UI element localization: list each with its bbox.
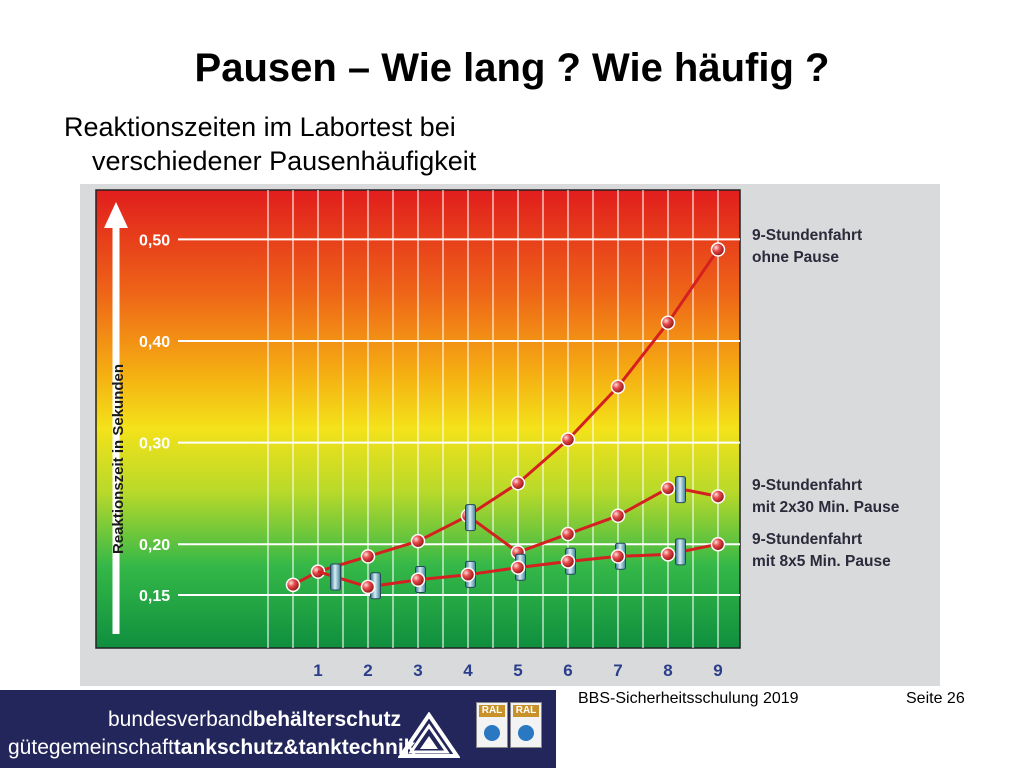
x-tick-label: 8 xyxy=(663,661,672,680)
series-label: mit 8x5 Min. Pause xyxy=(752,553,891,570)
data-point xyxy=(710,489,726,504)
x-tick-label: 3 xyxy=(413,661,422,680)
series-3 xyxy=(317,536,726,600)
ral-badge-2: RAL xyxy=(510,702,542,748)
data-point xyxy=(660,547,676,562)
series-label: 9-Stundenfahrt xyxy=(752,227,862,244)
data-point xyxy=(510,475,526,491)
data-point xyxy=(610,379,626,394)
chart-grid xyxy=(178,190,740,648)
x-tick-label: 7 xyxy=(613,661,622,680)
data-point xyxy=(610,508,626,524)
data-point xyxy=(560,526,576,542)
data-point xyxy=(410,533,426,549)
ral-seal-icon xyxy=(484,725,500,741)
org-name-line1: bundesverbandbehälterschutz xyxy=(108,708,401,732)
pause-marker xyxy=(675,476,686,504)
data-point xyxy=(560,432,576,447)
x-tick-label: 4 xyxy=(463,661,473,680)
ral-badge-1-label: RAL xyxy=(479,705,505,717)
y-tick-label: 0,30 xyxy=(139,436,170,453)
pause-marker xyxy=(675,538,686,566)
footer-page-number: Seite 26 xyxy=(906,690,965,707)
pause-marker xyxy=(465,504,476,532)
series-1 xyxy=(285,242,726,593)
data-point xyxy=(360,579,376,595)
series-2 xyxy=(465,476,726,560)
triangle-logo-icon xyxy=(398,712,460,758)
ral-seal-icon xyxy=(518,725,534,741)
data-point xyxy=(710,242,726,257)
org-line1-bold: behälterschutz xyxy=(252,708,401,731)
x-tick-label: 1 xyxy=(313,661,322,680)
series-label: ohne Pause xyxy=(752,249,839,266)
y-tick-label: 0,15 xyxy=(139,588,170,605)
x-tick-label: 5 xyxy=(513,661,522,680)
data-point xyxy=(360,549,376,564)
org-line2-bold: tankschutz&tanktechnik xyxy=(173,736,416,759)
data-point xyxy=(410,572,426,588)
ral-badge-1: RAL xyxy=(476,702,508,748)
x-tick-label: 9 xyxy=(713,661,722,680)
org-name-line2: gütegemeinschafttankschutz&tanktechnik xyxy=(8,736,415,760)
slide-title: Pausen – Wie lang ? Wie häufig ? xyxy=(194,46,830,90)
data-point xyxy=(660,315,676,330)
y-axis-label: Reaktionszeit in Sekunden xyxy=(110,364,127,554)
slide-subtitle-line2: verschiedener Pausenhäufigkeit xyxy=(92,146,477,176)
ral-badge-2-label: RAL xyxy=(513,705,539,717)
data-point xyxy=(660,481,676,496)
org-line2-light: gütegemeinschaft xyxy=(8,736,174,759)
reaction-time-chart: Reaktionszeit in Sekunden 0,15 0,20 0,30 0,4… xyxy=(95,189,900,680)
series-label: 9-Stundenfahrt xyxy=(752,477,862,494)
series-group xyxy=(285,242,726,600)
series-labels: 9-Stundenfahrt ohne Pause 9-Stundenfahrt mi… xyxy=(752,227,900,570)
series-label: mit 2x30 Min. Pause xyxy=(752,499,900,516)
data-point xyxy=(560,554,576,569)
footer-event: BBS-Sicherheitsschulung 2019 xyxy=(578,690,799,707)
data-point xyxy=(710,536,726,552)
data-point xyxy=(510,560,526,575)
footer-banner xyxy=(0,690,556,768)
y-axis: Reaktionszeit in Sekunden 0,15 0,20 0,30 0,4… xyxy=(104,202,170,634)
series-line xyxy=(292,248,720,587)
data-point xyxy=(610,549,626,564)
y-tick-label: 0,50 xyxy=(139,232,170,249)
x-axis: 1 2 3 4 5 6 7 8 9 xyxy=(313,661,722,680)
series-label: 9-Stundenfahrt xyxy=(752,531,862,548)
data-point xyxy=(460,567,476,582)
org-line1-light: bundesverband xyxy=(108,708,253,731)
arrow-up-icon xyxy=(104,202,128,228)
y-tick-label: 0,40 xyxy=(139,334,170,351)
pause-marker xyxy=(330,563,341,591)
x-tick-label: 2 xyxy=(363,661,372,680)
x-tick-label: 6 xyxy=(563,661,572,680)
slide-subtitle-line1: Reaktionszeiten im Labortest bei xyxy=(64,112,456,142)
y-tick-label: 0,20 xyxy=(139,537,170,554)
data-point xyxy=(285,577,301,593)
